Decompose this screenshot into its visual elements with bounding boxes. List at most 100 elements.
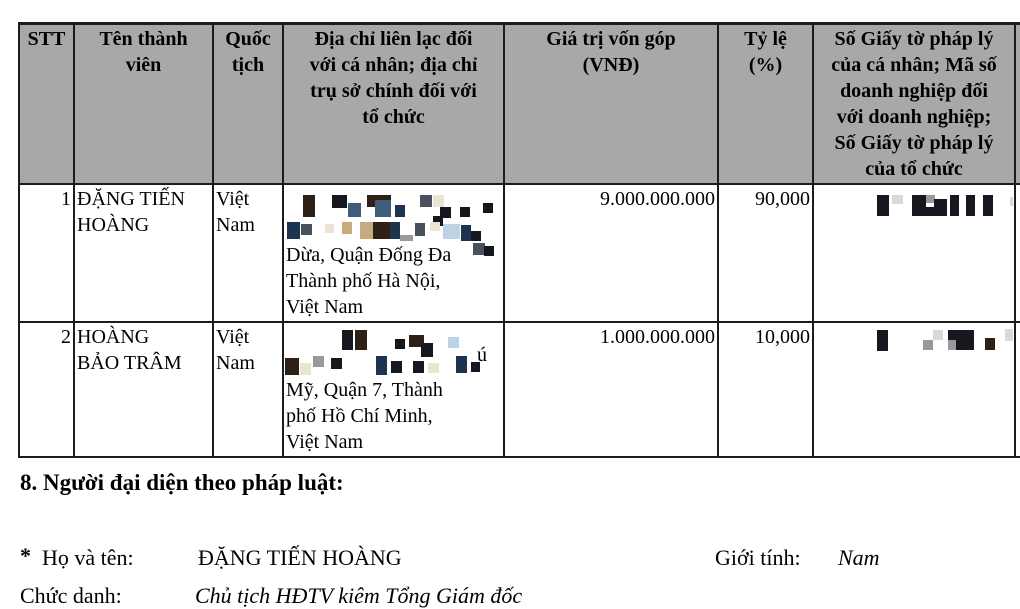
redaction-block	[1010, 197, 1013, 206]
redaction-block	[912, 207, 947, 216]
redaction-block	[376, 356, 387, 375]
redaction-block	[877, 195, 889, 216]
redaction-block	[360, 222, 373, 239]
redaction-block	[966, 195, 975, 216]
partially-visible-character: ú	[477, 344, 487, 366]
cell-legal-id	[812, 321, 1016, 458]
redaction-block	[355, 330, 367, 350]
header-text: tổ chức	[362, 106, 425, 128]
header-text: của cá nhân; Mã số	[831, 54, 997, 76]
address-line: Việt Nam	[286, 431, 364, 453]
cell-nationality: Việt Nam	[212, 183, 284, 323]
redaction-block	[395, 205, 405, 217]
redaction-block	[484, 246, 494, 256]
address-line: Thành phố Hà Nội,	[286, 270, 441, 292]
member-name-line: HOÀNG	[77, 326, 150, 348]
redaction-block	[926, 195, 935, 203]
clipped-column-sliver	[1014, 22, 1020, 185]
header-row: STT Tên thành viên Quốc tịch Địa chỉ liê…	[18, 22, 1020, 185]
cell-address: Mỹ, Quận 7, Thành phố Hồ Chí Minh, Việt …	[282, 321, 505, 458]
gender-value: Nam	[838, 545, 880, 570]
header-text: STT	[27, 28, 66, 50]
header-text: Tỷ lệ	[744, 28, 787, 50]
header-text: doanh nghiệp đối	[840, 80, 988, 102]
header-ratio: Tỷ lệ (%)	[717, 22, 814, 185]
redaction-block	[443, 224, 460, 239]
cell-capital-value: 9.000.000.000	[503, 183, 719, 323]
member-name-line: HOÀNG	[77, 214, 150, 236]
cell-nationality: Việt Nam	[212, 321, 284, 458]
header-text: Giá trị vốn góp	[546, 28, 676, 50]
cell-stt: 1	[18, 183, 75, 323]
cell-ratio: 90,000	[717, 183, 814, 323]
address-line: Việt Nam	[286, 296, 364, 318]
redaction-block	[413, 361, 424, 373]
cell-capital-value: 1.000.000.000	[503, 321, 719, 458]
redaction-block	[433, 216, 443, 226]
redaction-block	[415, 223, 425, 236]
nationality-line: Việt	[216, 326, 250, 348]
redaction-block	[483, 203, 493, 213]
redaction-block	[950, 195, 959, 216]
redaction-block	[471, 362, 480, 372]
redaction-block	[461, 225, 471, 241]
redaction-block	[391, 361, 402, 373]
nationality-line: Nam	[216, 352, 255, 374]
nationality-line: Nam	[216, 214, 255, 236]
header-nationality: Quốc tịch	[212, 22, 284, 185]
redaction-block	[342, 330, 353, 350]
redaction-block	[934, 199, 947, 216]
header-legal-id: Số Giấy tờ pháp lý của cá nhân; Mã số do…	[812, 22, 1016, 185]
redaction-block	[456, 356, 467, 373]
redaction-block	[985, 338, 995, 350]
redaction-block	[303, 195, 315, 217]
header-text: của tổ chức	[865, 158, 963, 180]
header-capital-value: Giá trị vốn góp (VNĐ)	[503, 22, 719, 185]
header-text: với cá nhân; địa chỉ	[309, 54, 478, 76]
redaction-block	[332, 195, 347, 208]
redaction-block	[285, 358, 299, 375]
redaction-block	[433, 195, 444, 207]
table-row: 1 ĐẶNG TIẾN HOÀNG Việt Nam Dừa, Quận Đốn…	[18, 183, 1020, 323]
redaction-block	[300, 363, 311, 375]
redaction-block	[409, 335, 424, 347]
redaction-block	[395, 339, 405, 349]
full-name-value: ĐẶNG TIẾN HOÀNG	[198, 545, 402, 570]
header-text: Tên thành	[99, 28, 188, 50]
job-title-value: Chủ tịch HĐTV kiêm Tổng Giám đốc	[195, 583, 523, 608]
redaction-block	[877, 330, 888, 351]
header-text: Số Giấy tờ pháp lý	[834, 132, 994, 154]
address-line: Dừa, Quận Đống Đa	[286, 244, 452, 266]
table-row: 2 HOÀNG BẢO TRÂM Việt Nam Mỹ, Quận 7, Th…	[18, 321, 1020, 458]
redaction-block	[892, 195, 903, 204]
redaction-block	[325, 224, 334, 233]
redaction-block	[1005, 329, 1013, 341]
redaction-block	[448, 337, 459, 348]
member-name-line: ĐẶNG TIẾN	[77, 188, 185, 210]
cell-member-name: ĐẶNG TIẾN HOÀNG	[73, 183, 214, 323]
redaction-block	[375, 200, 391, 217]
header-text: Địa chỉ liên lạc đối	[314, 28, 473, 50]
header-text: viên	[125, 54, 162, 76]
redaction-block	[428, 363, 439, 373]
redaction-block	[373, 222, 390, 239]
members-table: STT Tên thành viên Quốc tịch Địa chỉ liê…	[18, 22, 1020, 458]
header-member-name: Tên thành viên	[73, 22, 214, 185]
address-line: Mỹ, Quận 7, Thành	[286, 379, 443, 401]
redaction-block	[473, 243, 485, 255]
nationality-line: Việt	[216, 188, 250, 210]
clipped-column-sliver	[1014, 183, 1020, 323]
header-text: Số Giấy tờ pháp lý	[834, 28, 994, 50]
redaction-block	[348, 203, 361, 217]
redaction-block	[983, 195, 993, 216]
redaction-block	[313, 356, 324, 367]
header-text: với doanh nghiệp;	[836, 106, 992, 128]
header-text: trụ sở chính đối với	[310, 80, 477, 102]
redaction-block	[471, 231, 481, 241]
header-text: (VNĐ)	[582, 54, 640, 76]
redaction-block	[440, 207, 451, 218]
full-name-label: Họ và tên:	[42, 545, 134, 570]
redaction-block	[933, 330, 943, 340]
redaction-block	[421, 343, 433, 357]
